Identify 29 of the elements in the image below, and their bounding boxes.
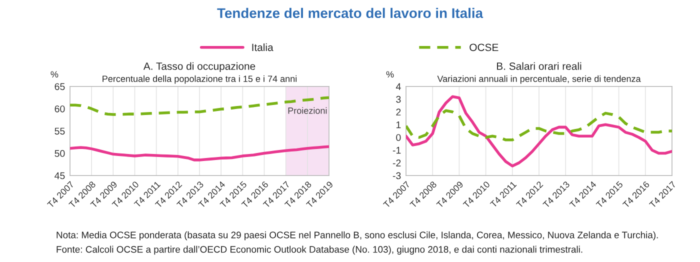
line-series: [406, 95, 672, 168]
y-axis-title: %: [50, 71, 58, 78]
y-tick-label: -2: [392, 160, 401, 166]
y-tick-label: 65: [54, 83, 65, 90]
legend-label: Italia: [252, 43, 274, 52]
y-axis-title: %: [386, 71, 394, 78]
y-tick-label: 3: [396, 96, 401, 103]
y-tick-label: 0: [396, 134, 401, 141]
line-series: [406, 109, 672, 142]
chart-subtitle: Variazioni annuali in percentuale, serie di tendenza: [437, 75, 641, 84]
y-tick-label: -3: [392, 172, 401, 180]
line-series: [70, 96, 329, 116]
legend-label: OCSE: [470, 44, 498, 52]
y-tick-label: 1: [396, 121, 401, 128]
chart-title: A. Tasso di occupazione: [143, 62, 256, 72]
y-tick-label: 55: [54, 128, 65, 135]
chart-title: B. Salari orari reali: [497, 62, 582, 70]
source-note: Fonte: Calcoli OCSE a partire dall’OECD Economic Outlook Database (No. 103), giugno 2018, e dai conti nazionali trimestrali.: [56, 246, 582, 255]
line-series: [70, 145, 329, 162]
y-tick-label: 50: [54, 150, 65, 157]
y-tick-label: -1: [392, 146, 401, 154]
y-tick-label: 45: [54, 172, 65, 180]
text: Tendenze del mercato del lavoro in Italia: [217, 8, 484, 18]
y-tick-label: 60: [54, 105, 65, 112]
text: Nota: Media OCSE ponderata (basata su 29 paesi OCSE nel Pannello B, sono esclusi Cile, Islanda, Corea, Messico, Nuova Zelanda e Turchia).: [56, 231, 658, 240]
band-label: Proiezioni: [288, 107, 327, 114]
y-tick-label: 4: [396, 83, 401, 90]
y-tick-label: 2: [396, 108, 401, 116]
chart-subtitle: Percentuale della popolazione tra i 15 e i 74 anni: [102, 75, 297, 84]
